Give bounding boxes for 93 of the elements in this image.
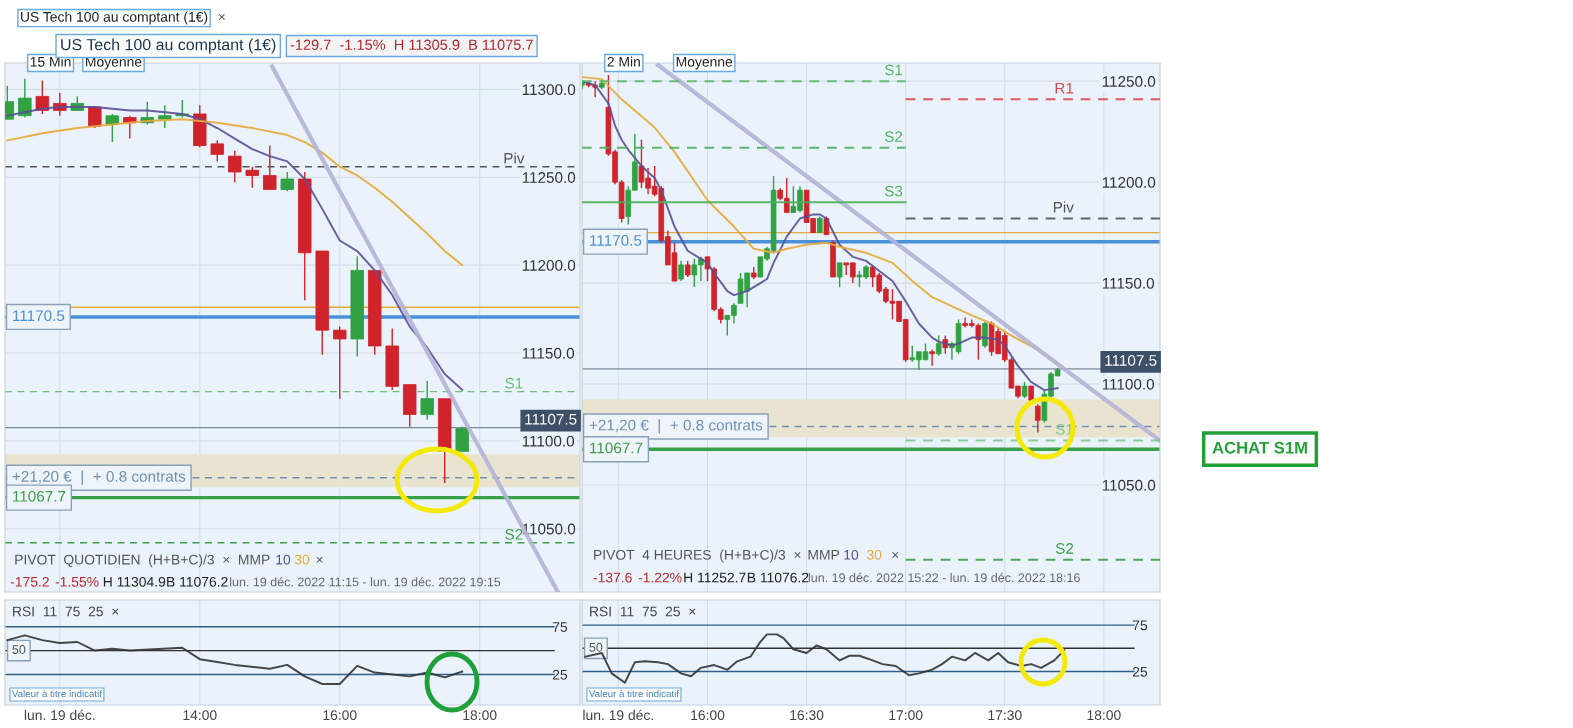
annotation: Valeur à titre indicatif bbox=[588, 689, 680, 698]
annotation: MMP bbox=[239, 554, 270, 565]
candlestick bbox=[678, 260, 684, 282]
series-label: S2 bbox=[884, 131, 903, 142]
y-tick-label: 25 bbox=[1132, 666, 1148, 677]
series-label: S1 bbox=[884, 64, 903, 76]
annotation: -175.2 bbox=[10, 576, 49, 587]
annotation: H 11252.7 bbox=[684, 572, 746, 583]
x-tick-label: 16:00 bbox=[691, 710, 725, 721]
y-tick-label: 75 bbox=[552, 622, 568, 632]
x-tick-label: 14:00 bbox=[183, 710, 217, 721]
candlestick bbox=[210, 139, 224, 163]
ref-line-label: 11107.5 bbox=[1105, 355, 1157, 366]
y-tick-label: 11100.0 bbox=[1102, 378, 1155, 390]
series-label: S2 bbox=[1055, 543, 1074, 554]
y-tick-label: 11050.0 bbox=[1102, 479, 1156, 491]
annotation: -137.6 bbox=[593, 572, 632, 583]
annotation: × bbox=[316, 556, 323, 563]
text: 30 bbox=[294, 554, 310, 565]
series-label: Piv bbox=[1053, 201, 1074, 213]
y-tick-label: 11100.0 bbox=[522, 435, 575, 447]
y-tick-label: 11150.0 bbox=[1102, 277, 1155, 289]
annotation: 2 Min bbox=[607, 56, 640, 67]
ref-line-label: 11170.5 bbox=[13, 310, 65, 322]
y-tick-label: 75 bbox=[1132, 620, 1148, 631]
annotation: 15 Min bbox=[30, 56, 71, 67]
annotation: × bbox=[892, 551, 899, 559]
x-tick-label: 18:00 bbox=[463, 710, 497, 721]
x-tick-label: 17:30 bbox=[988, 710, 1022, 721]
ref-line-label: 11170.5 bbox=[590, 234, 642, 246]
candlestick bbox=[1035, 403, 1041, 434]
x-tick-label: 17:00 bbox=[889, 710, 923, 721]
annotation: Valeur à titre indicatif bbox=[11, 689, 102, 698]
y-tick-label: 11250.0 bbox=[522, 172, 576, 183]
x-tick-label: 18:00 bbox=[1087, 710, 1121, 721]
series-label: R1 bbox=[1055, 82, 1074, 94]
chart-subtitle: -129.7 -1.15% H 11305.9 B 11075.7 bbox=[290, 39, 533, 50]
x-tick-label: lun. 19 déc. bbox=[583, 709, 653, 721]
text: US Tech 100 au comptant (1€) bbox=[21, 11, 208, 25]
text: × bbox=[218, 13, 225, 21]
y-tick-label: 11050.0 bbox=[522, 523, 576, 535]
text: 30 bbox=[866, 549, 882, 560]
candlestick bbox=[420, 380, 434, 421]
annotation: B 11076.2 bbox=[167, 576, 228, 587]
x-tick-label: lun. 19 déc. bbox=[24, 709, 95, 721]
chart-title: US Tech 100 au comptant (1€) bbox=[61, 38, 276, 54]
chart-title: RSI 11 75 25 × bbox=[13, 606, 119, 617]
y-tick-label: 11150.0 bbox=[522, 347, 575, 359]
annotation: -1.55% bbox=[55, 576, 99, 587]
ref-line-label: 11067.7 bbox=[13, 490, 66, 502]
candlestick bbox=[836, 262, 843, 288]
text: ACHAT S1M bbox=[1212, 441, 1307, 454]
candlestick bbox=[929, 349, 935, 367]
annotation: lun. 19 déc. 2022 15:22 - lun. 19 déc. 2022 18:16 bbox=[808, 572, 1080, 583]
candlestick bbox=[935, 334, 942, 357]
ref-line-label: 50 bbox=[589, 642, 603, 652]
annotation: PIVOT QUOTIDIEN (H+B+C)/3 × bbox=[15, 554, 230, 568]
candlestick bbox=[263, 144, 277, 191]
annotation: Moyenne bbox=[86, 57, 142, 70]
ref-line-label: S1 bbox=[505, 377, 523, 389]
annotation: -1.22% bbox=[638, 572, 682, 583]
text: 10 bbox=[276, 554, 291, 565]
y-tick-label: 11250.0 bbox=[1102, 76, 1156, 87]
ref-line-label: 50 bbox=[12, 645, 26, 654]
candlestick bbox=[228, 150, 242, 184]
text: 10 bbox=[844, 549, 859, 560]
candlestick bbox=[280, 171, 294, 192]
candlestick bbox=[982, 320, 988, 349]
annotation: PIVOT 4 HEURES (H+B+C)/3 × bbox=[594, 549, 801, 563]
candlestick bbox=[455, 426, 469, 453]
ref-line-label: +21,20 € | + 0.8 contrats bbox=[12, 470, 186, 485]
annotation: B 11076.2 bbox=[747, 572, 809, 583]
chart-title: RSI 11 75 25 × bbox=[590, 606, 696, 617]
y-tick-label: 11300.0 bbox=[522, 84, 576, 96]
annotation: MMP bbox=[808, 550, 840, 560]
ref-line-label: Piv bbox=[504, 152, 525, 164]
ref-line-label: 11107.5 bbox=[525, 413, 577, 425]
ref-line-label: 11067.7 bbox=[590, 442, 643, 454]
annotation: H 11304.9 bbox=[103, 576, 166, 587]
x-tick-label: 16:00 bbox=[323, 710, 357, 721]
annotation: lun. 19 déc. 2022 11:15 - lun. 19 déc. 2022 19:15 bbox=[230, 577, 501, 587]
series-label: S3 bbox=[884, 185, 903, 197]
candlestick bbox=[158, 104, 172, 129]
y-tick-label: 11200.0 bbox=[522, 259, 576, 271]
ref-line-label: S2 bbox=[505, 528, 523, 540]
y-tick-label: 25 bbox=[552, 669, 568, 680]
x-tick-label: 16:30 bbox=[790, 710, 824, 721]
candlestick bbox=[245, 165, 259, 189]
y-tick-label: 11200.0 bbox=[1102, 176, 1156, 188]
candlestick bbox=[18, 78, 32, 119]
ref-line-label: +21,20 € | + 0.8 contrats bbox=[589, 419, 763, 434]
annotation: Moyenne bbox=[676, 57, 733, 70]
candlestick bbox=[333, 325, 347, 400]
